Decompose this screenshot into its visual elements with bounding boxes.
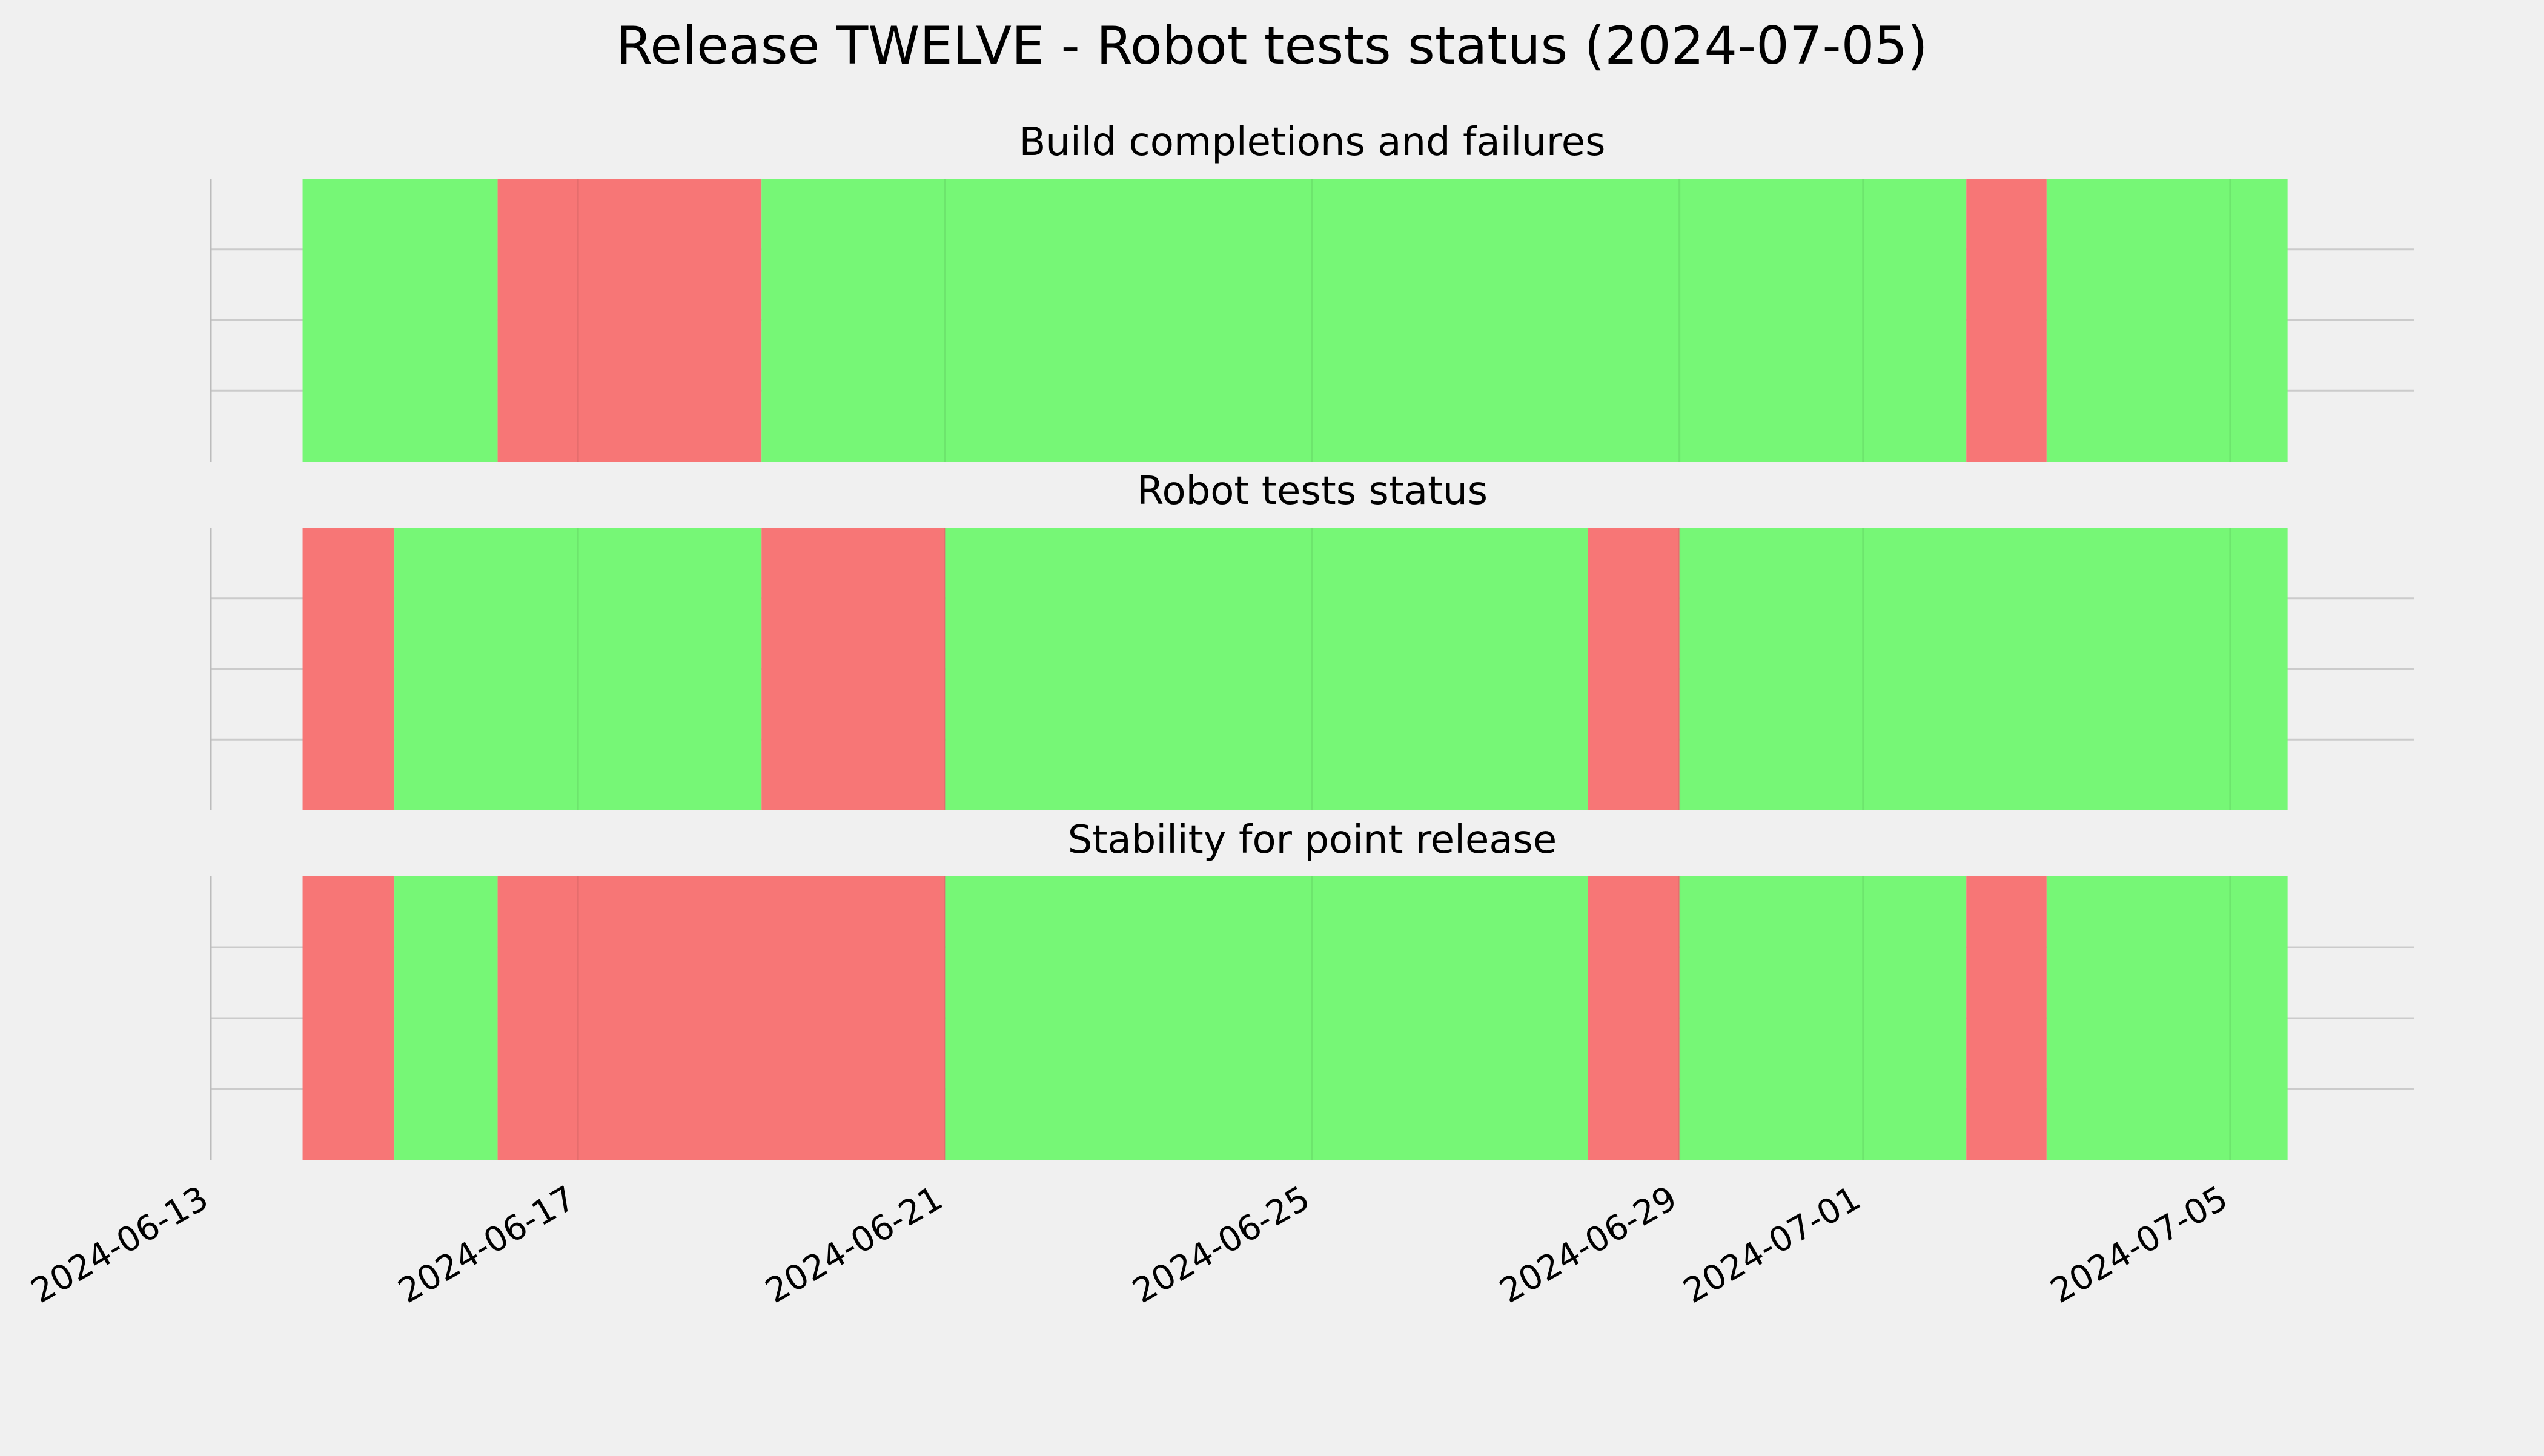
status-segment-fail	[497, 876, 946, 1160]
x-tick-label: 2024-06-17	[392, 1179, 582, 1311]
status-segment-pass	[394, 876, 498, 1160]
status-segment-fail	[1966, 876, 2047, 1160]
status-segment-fail	[1588, 528, 1680, 810]
panel-title: Build completions and failures	[1019, 120, 1606, 165]
status-segment-pass	[761, 179, 1967, 462]
x-tick-label: 2024-06-29	[1493, 1179, 1683, 1311]
x-tick-label: 2024-06-13	[25, 1179, 215, 1311]
panel-title: Stability for point release	[1068, 818, 1557, 862]
x-tick-label: 2024-06-25	[1126, 1179, 1316, 1311]
status-segment-pass	[945, 876, 1588, 1160]
status-segment-pass	[2046, 876, 2288, 1160]
status-segment-fail	[1588, 876, 1680, 1160]
status-segment-pass	[945, 528, 1588, 810]
chart-title: Release TWELVE - Robot tests status (202…	[616, 16, 1927, 76]
status-segment-pass	[1679, 876, 1967, 1160]
status-segment-pass	[302, 179, 498, 462]
status-segment-fail	[761, 528, 946, 810]
status-segment-pass	[2046, 179, 2288, 462]
panel-title: Robot tests status	[1137, 469, 1488, 514]
x-tick-label: 2024-06-21	[759, 1179, 949, 1311]
status-segment-fail	[302, 876, 395, 1160]
x-tick-label: 2024-07-01	[1677, 1179, 1867, 1311]
status-segment-fail	[497, 179, 762, 462]
status-segment-pass	[394, 528, 762, 810]
status-segment-pass	[1679, 528, 2288, 810]
x-tick-label: 2024-07-05	[2044, 1179, 2234, 1311]
status-segment-fail	[302, 528, 395, 810]
status-segment-fail	[1966, 179, 2047, 462]
